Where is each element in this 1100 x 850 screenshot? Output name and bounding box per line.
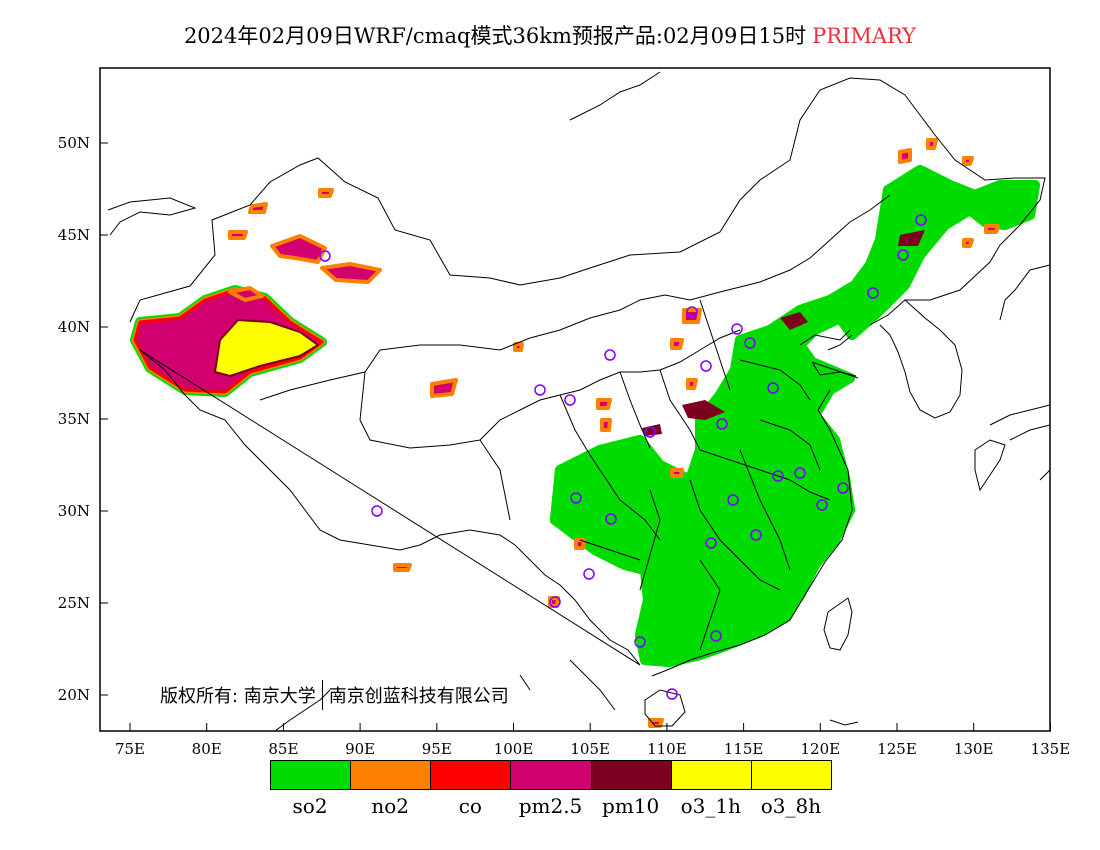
station-marker [634, 636, 646, 648]
region-xinjiang [130, 285, 327, 397]
station-marker [897, 249, 909, 261]
station-marker [710, 630, 722, 642]
legend-label: so2 [292, 794, 328, 818]
lat-tick-label: 45N [58, 226, 90, 244]
station-marker [716, 418, 728, 430]
lon-tick-label: 80E [192, 740, 222, 758]
station-marker [534, 384, 546, 396]
station-marker [319, 250, 331, 262]
station-marker [686, 306, 698, 318]
station-marker [837, 482, 849, 494]
legend-swatch-pm25 [510, 760, 592, 790]
lon-tick-label: 125E [877, 740, 917, 758]
station-marker [867, 287, 879, 299]
region-east-china [550, 165, 1040, 667]
station-marker [727, 494, 739, 506]
legend-swatch-pm10 [590, 760, 672, 790]
lon-tick-label: 120E [801, 740, 841, 758]
station-marker [772, 470, 784, 482]
legend-label: pm10 [602, 794, 660, 818]
station-marker [564, 394, 576, 406]
northern-lines [107, 71, 859, 731]
station-marker [750, 529, 762, 541]
station-marker [744, 337, 756, 349]
lon-tick-label: 95E [422, 740, 452, 758]
legend-label: pm2.5 [518, 794, 583, 818]
lon-tick-label: 110E [647, 740, 687, 758]
province-lines [259, 194, 891, 651]
station-marker [705, 537, 717, 549]
copyright-owner: 版权所有: 南京大学 [160, 686, 316, 707]
legend-swatch-co [430, 760, 512, 790]
region-northeast-patches [574, 138, 1000, 550]
bohai-coast [799, 329, 857, 377]
map-title: 2024年02月09日WRF/cmaq模式36km预报产品:02月09日15时 P… [0, 20, 1100, 50]
station-marker [644, 426, 656, 438]
korea-peninsula [879, 299, 963, 419]
taiwan-island [823, 597, 853, 651]
china-border [129, 77, 1046, 677]
copyright-separator [321, 680, 323, 710]
legend-label: no2 [371, 794, 410, 818]
station-marker [570, 492, 582, 504]
copyright-notice: 版权所有: 南京大学 南京创蓝科技有限公司 [160, 680, 509, 710]
station-markers [319, 214, 927, 700]
legend-swatch-o38h [750, 760, 832, 790]
station-marker [767, 382, 779, 394]
primary-label: PRIMARY [812, 24, 917, 48]
station-marker [583, 568, 595, 580]
station-marker [604, 349, 616, 361]
legend-labels: so2 no2 co pm2.5 pm10 o3_1h o3_8h [270, 794, 831, 818]
copyright-partner: 南京创蓝科技有限公司 [328, 686, 509, 707]
legend-label: o3_8h [760, 794, 822, 818]
lon-tick-label: 100E [494, 740, 534, 758]
latitude-axis: 50N 45N 40N 35N 30N 25N 20N [58, 134, 108, 704]
station-marker [731, 323, 743, 335]
hainan-island [644, 689, 686, 727]
station-marker [605, 513, 617, 525]
title-text: 2024年02月09日WRF/cmaq模式36km预报产品:02月09日15时 [183, 24, 807, 48]
lon-tick-label: 90E [345, 740, 375, 758]
longitude-axis: 75E 80E 85E 90E 95E 100E 105E 110E 115E 120E 125E 1… [115, 723, 1070, 758]
station-marker [371, 505, 383, 517]
lon-tick-label: 105E [570, 740, 610, 758]
region-north-xinjiang [228, 188, 664, 728]
legend-label: co [458, 794, 482, 818]
map-frame [99, 67, 1051, 732]
lat-tick-label: 20N [58, 686, 90, 704]
lon-tick-label: 130E [954, 740, 994, 758]
station-marker [666, 688, 678, 700]
station-marker [816, 499, 828, 511]
japan-islands [974, 264, 1050, 492]
legend-swatch-so2 [270, 760, 352, 790]
legend-swatch-o31h [670, 760, 752, 790]
map-body [107, 71, 1050, 731]
lon-tick-label: 135E [1031, 740, 1071, 758]
legend-colorbar [270, 760, 832, 792]
lat-tick-label: 50N [58, 134, 90, 152]
legend-label: o3_1h [680, 794, 741, 818]
station-marker [700, 360, 712, 372]
lat-tick-label: 30N [58, 502, 90, 520]
lat-tick-label: 35N [58, 410, 90, 428]
lon-tick-label: 115E [724, 740, 764, 758]
lat-tick-label: 25N [58, 594, 90, 612]
legend-swatch-no2 [350, 760, 432, 790]
station-marker [794, 467, 806, 479]
station-marker [915, 214, 927, 226]
geographic-lines [107, 71, 1050, 731]
station-marker [549, 596, 561, 608]
lon-tick-label: 85E [268, 740, 298, 758]
lat-tick-label: 40N [58, 318, 90, 336]
lon-tick-label: 75E [115, 740, 145, 758]
pollution-regions [130, 138, 1040, 728]
